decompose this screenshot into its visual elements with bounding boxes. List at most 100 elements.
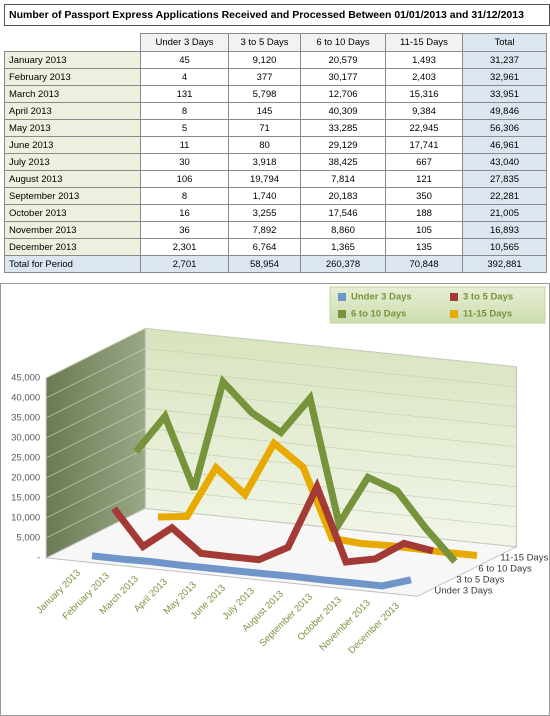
cell: 71 — [228, 119, 301, 137]
cell: 20,183 — [300, 187, 386, 205]
legend-swatch — [450, 293, 458, 301]
cell: 17,741 — [385, 136, 463, 154]
cell: 38,425 — [300, 153, 386, 171]
grid-line — [46, 488, 517, 539]
cell: 11 — [140, 136, 229, 154]
cell: 22,281 — [462, 187, 547, 205]
table-row: September 2013 8 1,740 20,183 350 22,281 — [4, 187, 547, 205]
row-label: January 2013 — [4, 51, 141, 69]
column-header: Under 3 Days — [140, 33, 229, 52]
cell: 27,835 — [462, 170, 547, 188]
cell: 40,309 — [300, 102, 386, 120]
cell: 58,954 — [228, 255, 301, 273]
cell: 43,040 — [462, 153, 547, 171]
cell: 19,794 — [228, 170, 301, 188]
row-label: June 2013 — [4, 136, 141, 154]
cell: 33,951 — [462, 85, 547, 103]
cell: 5 — [140, 119, 229, 137]
legend-swatch — [338, 293, 346, 301]
cell: 32,961 — [462, 68, 547, 86]
row-label: July 2013 — [4, 153, 141, 171]
cell: 9,120 — [228, 51, 301, 69]
legend-label: Under 3 Days — [351, 292, 412, 303]
y-tick-label: 20,000 — [11, 472, 40, 483]
cell: 2,301 — [140, 238, 229, 256]
data-table: Under 3 Days 3 to 5 Days 6 to 10 Days 11-15… — [4, 33, 547, 273]
cell: 3,918 — [228, 153, 301, 171]
cell: 36 — [140, 221, 229, 239]
row-label: Total for Period — [4, 255, 141, 273]
y-tick-label: 45,000 — [11, 372, 40, 383]
table-row: November 2013 36 7,892 8,860 105 16,893 — [4, 221, 547, 239]
column-header: 11-15 Days — [385, 33, 463, 52]
grid-line — [46, 368, 517, 419]
cell: 1,740 — [228, 187, 301, 205]
cell: 131 — [140, 85, 229, 103]
y-tick-label: 25,000 — [11, 452, 40, 463]
series-line — [133, 374, 458, 564]
cell: 30 — [140, 153, 229, 171]
cell: 33,285 — [300, 119, 386, 137]
grid-line — [46, 468, 517, 519]
grid-line — [46, 508, 517, 559]
cell: 22,945 — [385, 119, 463, 137]
cell: 49,846 — [462, 102, 547, 120]
legend-swatch — [338, 310, 346, 318]
cell: 9,384 — [385, 102, 463, 120]
cell: 6,764 — [228, 238, 301, 256]
cell: 377 — [228, 68, 301, 86]
column-header: Total — [462, 33, 547, 52]
row-label: February 2013 — [4, 68, 141, 86]
cell: 17,546 — [300, 204, 386, 222]
table-title: Number of Passport Express Applications … — [4, 4, 550, 26]
depth-label: 6 to 10 Days — [478, 563, 532, 574]
column-header: 3 to 5 Days — [228, 33, 301, 52]
series-line — [111, 477, 434, 566]
cell: 20,579 — [300, 51, 386, 69]
legend-label: 3 to 5 Days — [463, 292, 513, 303]
series-line — [91, 552, 412, 590]
cell: 80 — [228, 136, 301, 154]
cell: 1,493 — [385, 51, 463, 69]
table-row: January 2013 45 9,120 20,579 1,493 31,237 — [4, 51, 547, 69]
cell: 15,316 — [385, 85, 463, 103]
table-row: February 2013 4 377 30,177 2,403 32,961 — [4, 68, 547, 86]
row-label: November 2013 — [4, 221, 141, 239]
table-row: October 2013 16 3,255 17,546 188 21,005 — [4, 204, 547, 222]
row-label: October 2013 — [4, 204, 141, 222]
cell: 121 — [385, 170, 463, 188]
y-tick-label: 10,000 — [11, 512, 40, 523]
y-tick-label: - — [37, 552, 40, 563]
legend-swatch — [450, 310, 458, 318]
table-row: April 2013 8 145 40,309 9,384 49,846 — [4, 102, 547, 120]
table-row: July 2013 30 3,918 38,425 667 43,040 — [4, 153, 547, 171]
y-tick-label: 5,000 — [16, 532, 40, 543]
cell: 7,892 — [228, 221, 301, 239]
cell: 16 — [140, 204, 229, 222]
header-row: Under 3 Days 3 to 5 Days 6 to 10 Days 11-15… — [4, 33, 547, 52]
table-row: August 2013 106 19,794 7,814 121 27,835 — [4, 170, 547, 188]
legend-label: 11-15 Days — [463, 309, 512, 320]
cell: 135 — [385, 238, 463, 256]
y-tick-label: 30,000 — [11, 432, 40, 443]
cell: 2,701 — [140, 255, 229, 273]
depth-label: 11-15 Days — [500, 552, 548, 563]
cell: 350 — [385, 187, 463, 205]
y-tick-label: 40,000 — [11, 392, 40, 403]
table-row: Total for Period 2,701 58,954 260,378 70,848… — [4, 255, 547, 273]
legend-box — [329, 286, 546, 324]
row-label: August 2013 — [4, 170, 141, 188]
cell: 8 — [140, 187, 229, 205]
row-label: December 2013 — [4, 238, 141, 256]
cell: 45 — [140, 51, 229, 69]
cell: 188 — [385, 204, 463, 222]
cell: 145 — [228, 102, 301, 120]
cell: 12,706 — [300, 85, 386, 103]
depth-label: Under 3 Days — [434, 585, 492, 596]
cell: 8,860 — [300, 221, 386, 239]
depth-label: 3 to 5 Days — [456, 574, 504, 585]
row-label: September 2013 — [4, 187, 141, 205]
cell: 260,378 — [300, 255, 386, 273]
grid-line — [46, 328, 517, 379]
